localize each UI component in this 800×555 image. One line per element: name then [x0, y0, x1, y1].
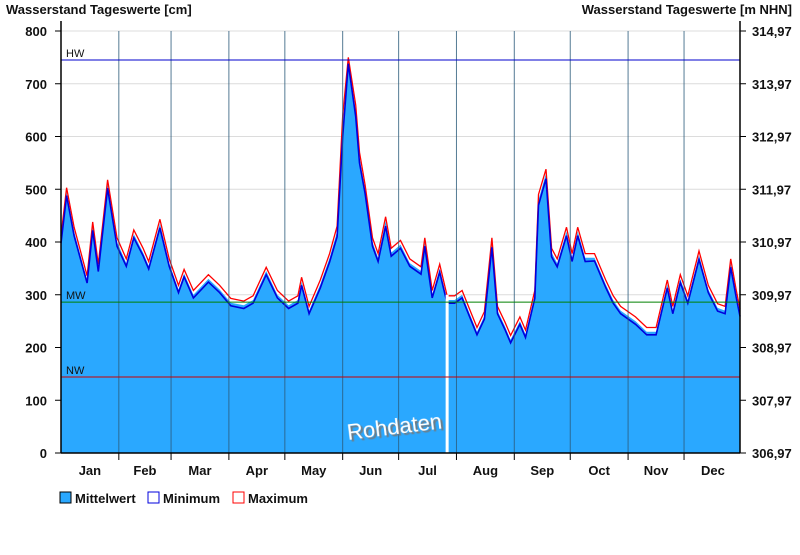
y-tick-label: 100 [25, 393, 47, 408]
month-label: Feb [133, 463, 156, 478]
y-tick-label: 0 [40, 446, 47, 461]
y2-tick-label: 311,97 [752, 182, 791, 197]
chart-title-left: Wasserstand Tageswerte [cm] [6, 2, 192, 17]
legend-label-minimum: Minimum [163, 491, 220, 506]
chart-title-right: Wasserstand Tageswerte [m NHN] [582, 2, 792, 17]
y2-tick-label: 313,97 [752, 77, 792, 92]
y2-tick-label: 310,97 [752, 235, 792, 250]
month-label: May [301, 463, 327, 478]
y2-tick-label: 306,97 [752, 446, 792, 461]
month-label: Nov [644, 463, 669, 478]
month-label: Jan [79, 463, 101, 478]
series-mittelwert-area [61, 60, 740, 453]
legend-swatch-maximum [232, 491, 245, 504]
month-label: Apr [246, 463, 268, 478]
y2-tick-label: 309,97 [752, 288, 792, 303]
y2-tick-label: 308,97 [752, 341, 792, 356]
legend-swatch-minimum [147, 491, 160, 504]
month-label: Oct [588, 463, 610, 478]
month-label: Sep [530, 463, 554, 478]
month-label: Jun [359, 463, 382, 478]
month-label: Mar [188, 463, 211, 478]
y2-tick-label: 314,97 [752, 24, 792, 39]
y-tick-label: 800 [25, 24, 47, 39]
month-label: Aug [473, 463, 498, 478]
legend-swatch-mittelwert [59, 491, 72, 504]
month-label: Jul [418, 463, 437, 478]
month-label: Dec [701, 463, 725, 478]
series-minimum-line [60, 63, 741, 345]
reference-label-hw: HW [66, 48, 85, 60]
y-tick-label: 700 [25, 77, 47, 92]
y-tick-label: 200 [25, 341, 47, 356]
y2-tick-label: 307,97 [752, 393, 792, 408]
y-tick-label: 500 [25, 182, 47, 197]
y-tick-label: 300 [25, 288, 47, 303]
y-tick-label: 600 [25, 130, 47, 145]
y-tick-label: 400 [25, 235, 47, 250]
reference-label-nw: NW [66, 365, 85, 377]
y2-tick-label: 312,97 [752, 130, 792, 145]
legend-label-maximum: Maximum [248, 491, 308, 506]
series-maximum-line [60, 57, 741, 337]
legend-label-mittelwert: Mittelwert [75, 491, 136, 506]
reference-label-mw: MW [66, 290, 86, 302]
